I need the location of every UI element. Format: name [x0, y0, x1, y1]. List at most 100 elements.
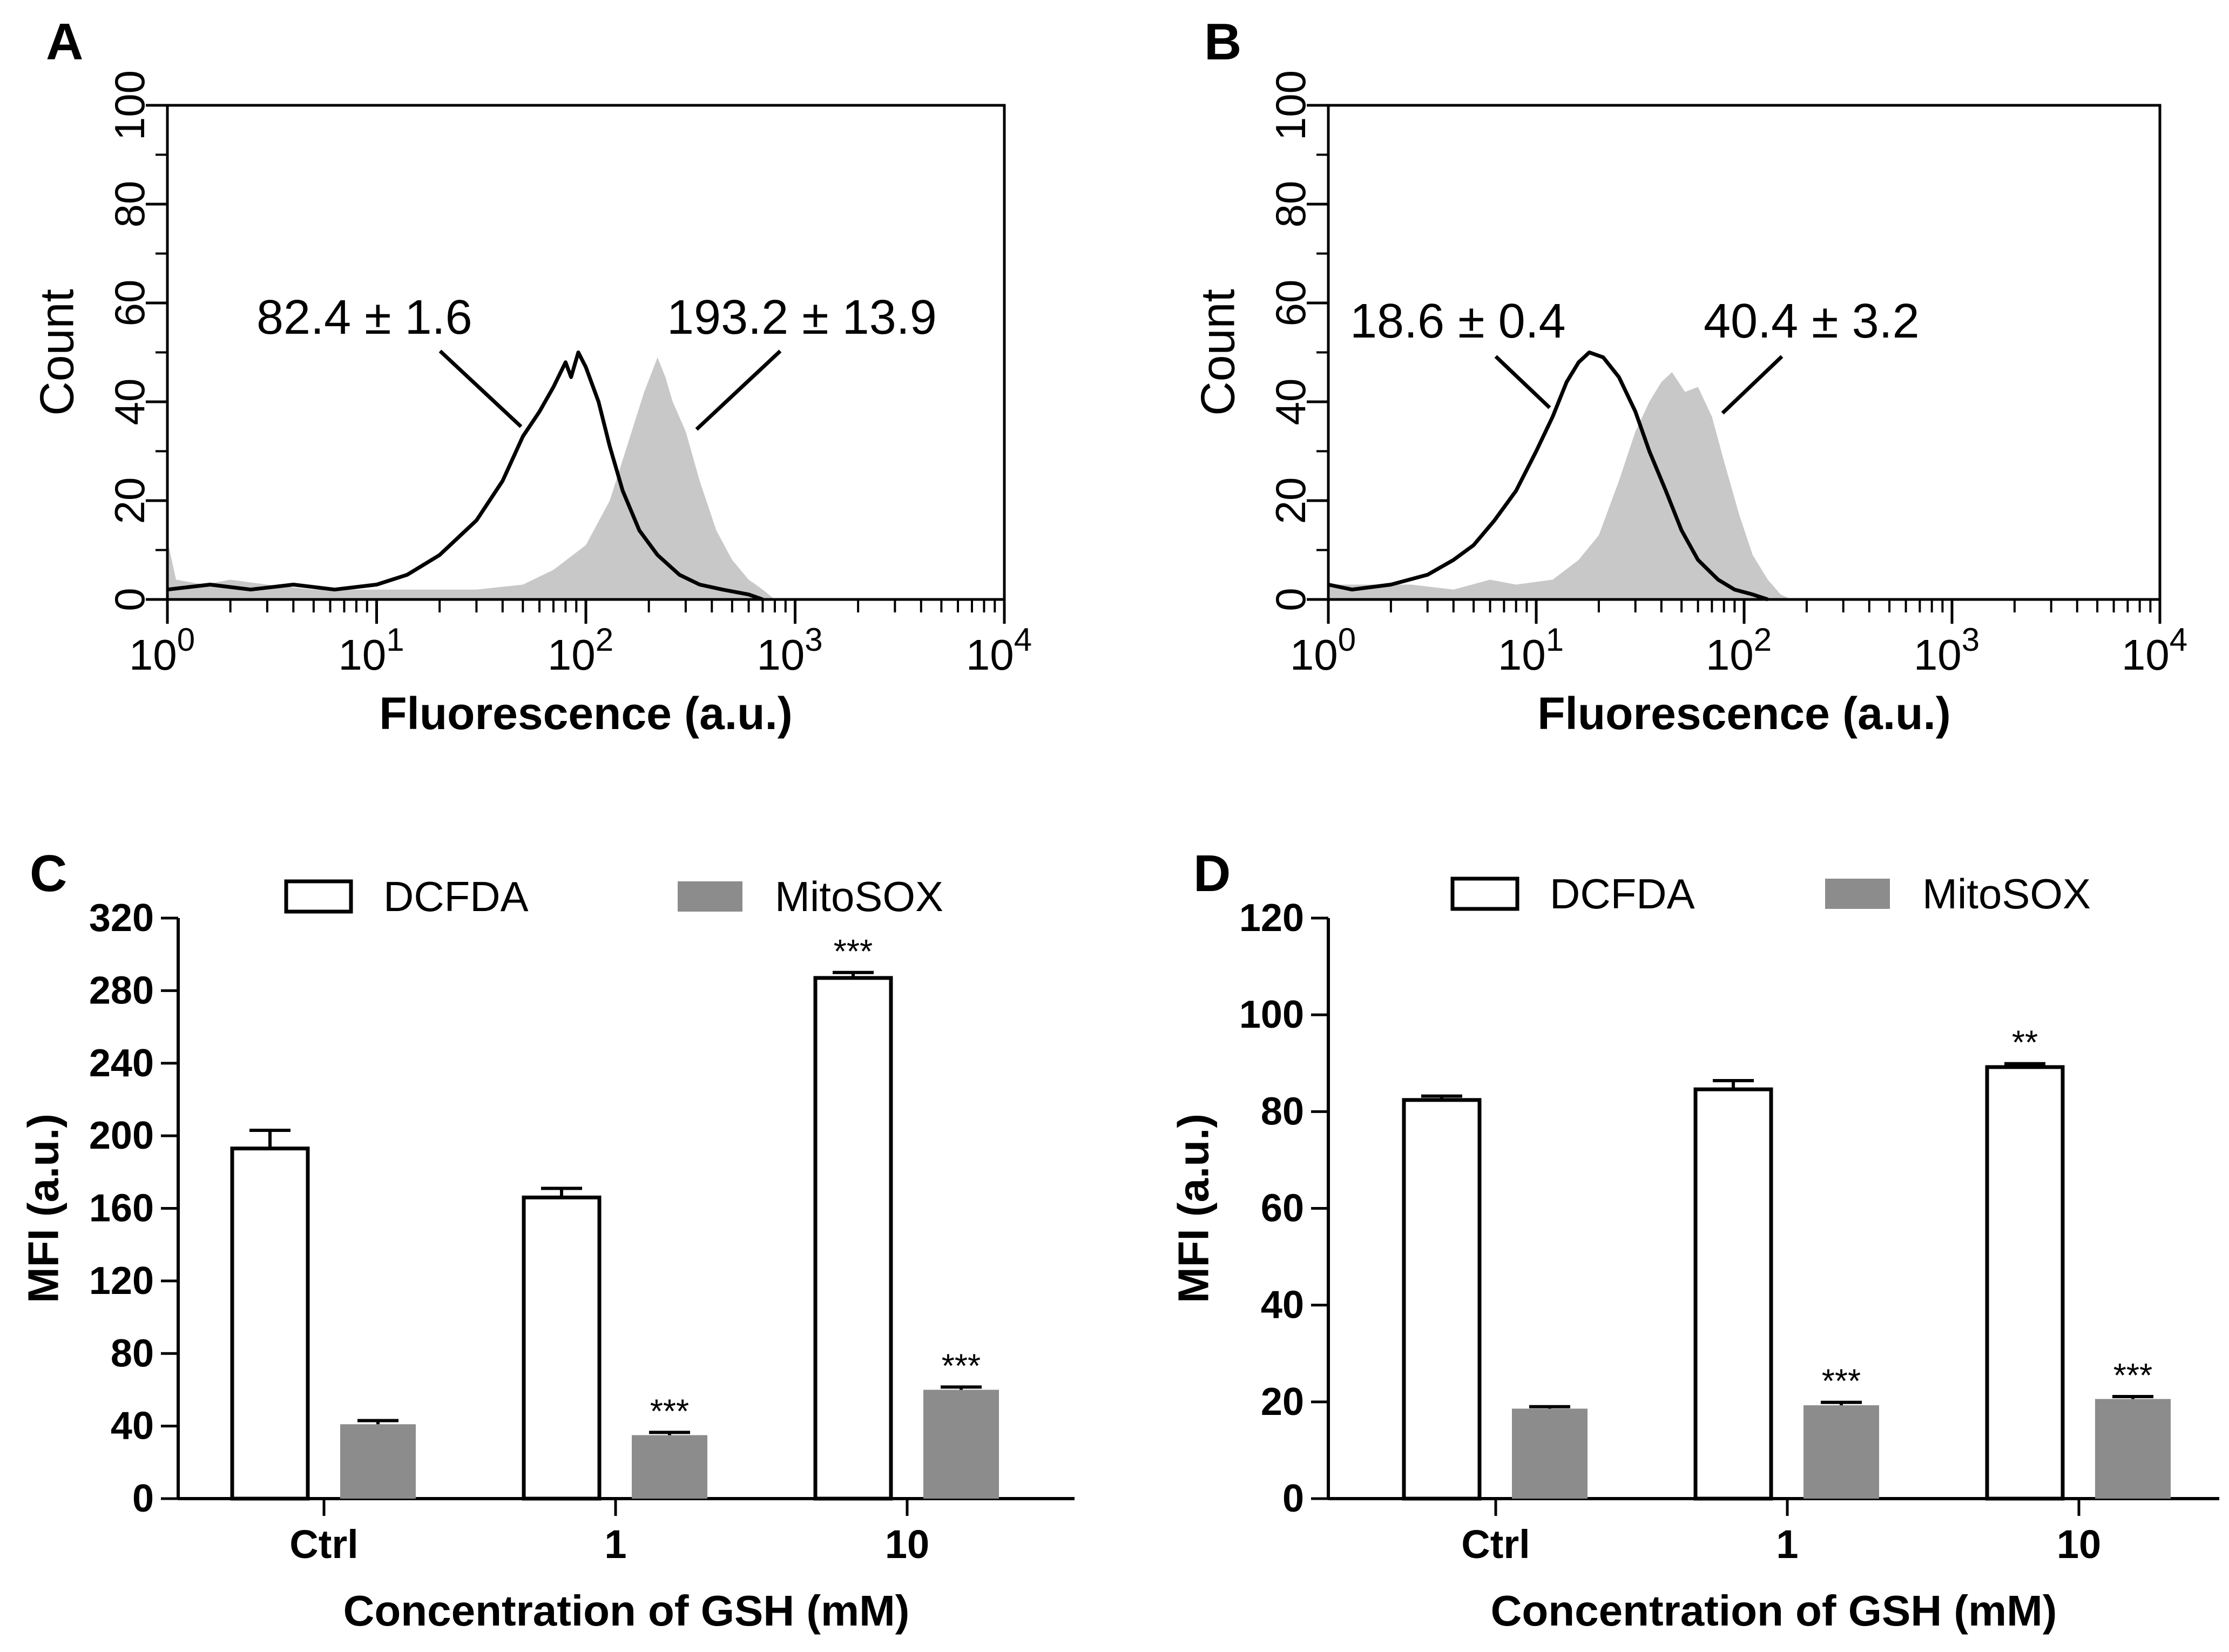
tick-base: 10: [548, 631, 596, 679]
annotation-sd: 0.4: [1485, 294, 1566, 348]
x-category-label: 10: [885, 1522, 929, 1567]
annotation-mean: 193.2: [667, 291, 802, 345]
tick-base: 10: [1498, 631, 1546, 679]
tick-exponent: 2: [1754, 622, 1772, 658]
y-tick-label: 100: [106, 70, 153, 140]
annotation-leader-line: [1494, 355, 1551, 409]
y-tick-label: 280: [89, 969, 154, 1012]
y-tick-label: 0: [1282, 1477, 1304, 1520]
significance-marker: ***: [2113, 1357, 2152, 1394]
x-axis-label: Concentration of GSH (mM): [343, 1587, 910, 1635]
dcfda-bar: [1693, 1087, 1773, 1501]
mean-annotation: 40.4 ± 3.2: [1704, 294, 1920, 348]
annotation-leader-line: [438, 349, 523, 428]
y-tick-label: 20: [1267, 477, 1314, 524]
y-tick-label: 40: [1267, 379, 1314, 426]
annotation-mean: 40.4: [1704, 294, 1812, 348]
annotation-leader-line: [1721, 355, 1784, 415]
tick-exponent: 0: [1338, 622, 1356, 658]
annotation-plus-minus: ±: [1458, 294, 1484, 348]
annotation-plus-minus: ±: [802, 291, 828, 345]
x-tick-label: 102: [1706, 622, 1772, 679]
y-tick-label: 60: [106, 280, 153, 327]
legend-label: MitoSOX: [1922, 870, 2091, 918]
y-tick-label: 80: [106, 181, 153, 228]
histogram-black-outline: [1328, 350, 1768, 602]
dcfda-bar: [230, 1147, 310, 1501]
tick-exponent: 1: [386, 622, 404, 658]
annotation-plus-minus: ±: [1812, 294, 1838, 348]
y-tick-label: 160: [89, 1187, 154, 1230]
annotation-mean: 82.4: [256, 291, 364, 345]
x-tick-label: 103: [756, 622, 822, 679]
tick-base: 10: [966, 631, 1014, 679]
y-tick-label: 120: [1239, 896, 1304, 940]
tick-exponent: 4: [2170, 622, 2187, 658]
y-tick-label: 100: [1267, 70, 1314, 140]
annotation-plus-minus: ±: [364, 291, 391, 345]
y-tick-label: 100: [1239, 993, 1304, 1036]
y-tick-label: 40: [106, 379, 153, 426]
y-tick-label: 0: [1267, 588, 1314, 611]
dcfda-bar: [1402, 1098, 1482, 1501]
mean-annotation: 82.4 ± 1.6: [256, 291, 472, 345]
significance-marker: **: [2012, 1024, 2038, 1062]
x-category-label: 1: [604, 1522, 626, 1567]
y-tick-label: 40: [1261, 1284, 1304, 1327]
dcfda-bar: [1985, 1065, 2065, 1501]
panel-label-b: B: [1204, 13, 1241, 71]
y-axis-label: Count: [30, 289, 84, 416]
legend-swatch: [1825, 879, 1890, 909]
y-tick-label: 80: [1261, 1090, 1304, 1133]
x-tick-label: 101: [1498, 622, 1564, 679]
x-axis-label: Fluorescence (a.u.): [1537, 688, 1951, 739]
mean-annotation: 193.2 ± 13.9: [667, 291, 937, 345]
dcfda-bar: [813, 976, 893, 1501]
mitosox-bar: [1512, 1408, 1588, 1499]
tick-base: 10: [338, 631, 386, 679]
x-tick-label: 100: [129, 622, 195, 679]
y-tick-label: 0: [106, 588, 153, 611]
y-tick-label: 320: [89, 896, 154, 940]
annotation-sd: 1.6: [391, 291, 472, 345]
y-tick-label: 80: [111, 1332, 154, 1375]
legend-label: MitoSOX: [775, 873, 943, 920]
legend-label: DCFDA: [1550, 870, 1695, 918]
panel-label-c: C: [30, 845, 67, 902]
y-tick-label: 120: [89, 1259, 154, 1303]
x-category-label: 10: [2057, 1522, 2101, 1567]
tick-exponent: 2: [596, 622, 613, 658]
tick-exponent: 3: [805, 622, 822, 658]
mitosox-bar: [923, 1390, 999, 1499]
mitosox-bar: [2095, 1399, 2171, 1499]
y-tick-label: 60: [1261, 1187, 1304, 1230]
legend-swatch: [678, 881, 742, 912]
tick-base: 10: [756, 631, 805, 679]
x-tick-label: 101: [338, 622, 404, 679]
histogram-gray-fill: [1328, 372, 1792, 599]
tick-exponent: 0: [177, 622, 195, 658]
x-axis-label: Concentration of GSH (mM): [1491, 1587, 2057, 1635]
histogram-black-outline: [167, 350, 764, 602]
bar-chart-panel-c: 0 40 80 120 160 200 240 280 320 MFI (a.u.) *** *** *…: [19, 873, 1075, 1635]
tick-exponent: 1: [1546, 622, 1564, 658]
x-axis-label: Fluorescence (a.u.): [379, 688, 793, 739]
annotation-sd: 13.9: [829, 291, 937, 345]
legend-swatch: [1450, 876, 1519, 911]
mitosox-bar: [632, 1435, 707, 1499]
x-tick-label: 104: [2122, 622, 2187, 679]
annotation-mean: 18.6: [1350, 294, 1458, 348]
significance-marker: ***: [1822, 1363, 1861, 1400]
y-tick-label: 40: [111, 1405, 154, 1448]
y-axis-label: MFI (a.u.): [1170, 1114, 1218, 1303]
x-tick-label: 104: [966, 622, 1032, 679]
y-tick-label: 20: [1261, 1380, 1304, 1424]
x-tick-label: 103: [1914, 622, 1980, 679]
tick-exponent: 3: [1962, 622, 1980, 658]
y-tick-label: 80: [1267, 181, 1314, 228]
